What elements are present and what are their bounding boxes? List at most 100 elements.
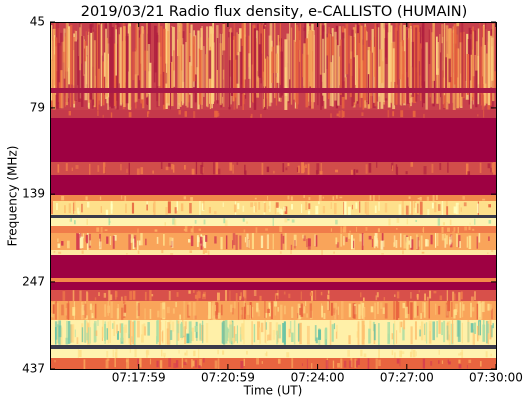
spectrum-band — [50, 349, 496, 358]
spectrum-band — [50, 345, 496, 349]
spectrum-streak — [101, 326, 103, 341]
spectrum-streak — [183, 228, 187, 231]
spectrum-streak — [462, 31, 465, 99]
spectrum-band — [50, 88, 496, 93]
spectrum-streak — [360, 292, 362, 298]
spectrum-streak — [198, 228, 202, 231]
spectrum-streak — [162, 352, 166, 357]
spectrum-streak — [190, 228, 194, 233]
spectrum-streak — [301, 162, 304, 174]
spectrum-streak — [170, 27, 173, 92]
spectrum-streak — [84, 320, 87, 343]
spectrum-streak — [410, 292, 412, 299]
spectrum-streak — [214, 360, 218, 369]
spectrum-streak — [303, 165, 306, 173]
spectrum-streak — [409, 351, 413, 358]
spectrum-streak — [274, 301, 278, 307]
spectrum-streak — [452, 291, 455, 301]
spectrum-streak — [129, 291, 133, 300]
spectrum-streak — [132, 290, 136, 300]
spectrum-streak — [246, 350, 248, 355]
spectrum-streak — [393, 320, 396, 345]
spectrum-streak — [120, 323, 124, 342]
spectrum-streak — [171, 237, 174, 248]
spectrum-streak — [483, 110, 485, 118]
spectrum-streak — [77, 207, 80, 214]
spectrum-streak — [96, 227, 100, 232]
spectrum-streak — [236, 55, 240, 84]
spectrum-streak — [57, 243, 61, 248]
spectrum-streak — [147, 111, 150, 114]
spectrum-streak — [274, 293, 277, 301]
spectrum-streak — [116, 22, 119, 110]
spectrum-streak — [470, 296, 474, 301]
spectrum-streak — [314, 325, 317, 342]
spectrum-streak — [98, 24, 100, 69]
spectrum-streak — [137, 302, 140, 317]
spectrum-streak — [104, 321, 106, 344]
spectrum-streak — [283, 291, 286, 295]
spectrum-streak — [373, 195, 375, 201]
spectrum-streak — [116, 324, 118, 334]
spectrum-streak — [182, 321, 185, 336]
spectrum-streak — [288, 293, 291, 299]
spectrum-streak — [327, 33, 330, 100]
spectrum-streak — [230, 304, 233, 313]
spectrum-streak — [254, 202, 257, 213]
spectrum-streak — [274, 22, 276, 99]
spectrum-streak — [480, 46, 482, 106]
y-tick-label: 437 — [22, 362, 45, 376]
spectrum-streak — [85, 31, 87, 52]
spectrum-streak — [462, 304, 465, 311]
spectrum-streak — [216, 69, 219, 92]
spectrum-streak — [454, 24, 456, 85]
spectrum-streak — [416, 24, 419, 95]
spectrum-streak — [112, 235, 115, 249]
spectrum-streak — [132, 238, 135, 250]
spectrum-streak — [420, 43, 422, 101]
spectrum-streak — [343, 360, 347, 368]
spectrum-streak — [490, 167, 493, 173]
spectrum-streak — [116, 308, 119, 320]
spectrum-streak — [103, 52, 106, 77]
spectrum-streak — [222, 350, 225, 355]
spectrum-streak — [384, 303, 388, 319]
spectrum-streak — [134, 51, 137, 103]
spectrum-streak — [368, 328, 371, 344]
spectrum-streak — [461, 22, 464, 97]
spectrum-streak — [81, 203, 83, 213]
spectrum-streak — [203, 219, 206, 225]
spectrum-streak — [160, 303, 164, 318]
spectrum-streak — [286, 352, 290, 358]
spectrum-streak — [107, 305, 111, 313]
spectrum-streak — [283, 206, 287, 212]
spectrum-streak — [409, 28, 412, 95]
spectrum-streak — [137, 240, 139, 250]
spectrum-streak — [277, 358, 281, 364]
spectrum-streak — [268, 302, 271, 308]
spectrum-streak — [416, 293, 419, 300]
spectrum-streak — [479, 361, 482, 367]
spectrum-streak — [401, 40, 405, 90]
spectrum-streak — [325, 327, 328, 340]
spectrum-streak — [309, 303, 312, 318]
spectrum-streak — [166, 26, 168, 73]
spectrum-streak — [232, 307, 234, 315]
spectrum-streak — [441, 226, 444, 233]
spectrum-streak — [264, 312, 267, 318]
spectrum-streak — [70, 324, 74, 343]
spectrum-streak — [490, 353, 493, 357]
spectrum-streak — [145, 238, 147, 246]
spectrum-streak — [279, 208, 282, 214]
spectrum-streak — [84, 41, 87, 62]
spectrum-streak — [90, 32, 93, 90]
spectrum-streak — [307, 238, 311, 247]
spectrum-streak — [165, 207, 168, 215]
spectrum-streak — [229, 162, 233, 171]
spectrum-streak — [279, 23, 282, 85]
spectrum-streak — [220, 236, 223, 250]
spectrum-streak — [190, 235, 194, 247]
spectrum-streak — [264, 320, 266, 343]
spectrum-streak — [264, 353, 267, 356]
spectrum-streak — [384, 38, 388, 101]
